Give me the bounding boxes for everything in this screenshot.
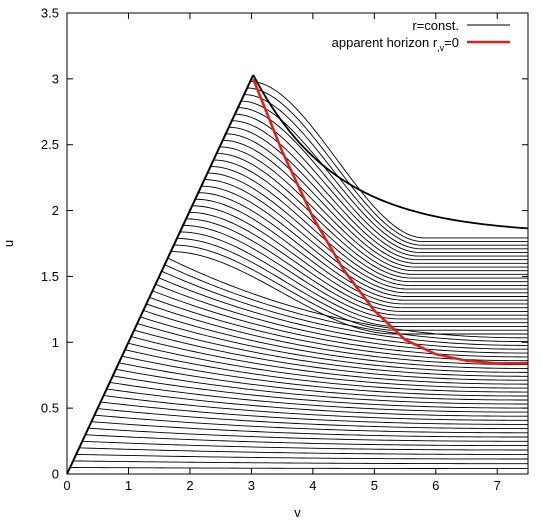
y-tick-label: 1.5 bbox=[41, 269, 59, 284]
r-const-curve bbox=[204, 179, 528, 294]
r-const-curve bbox=[183, 224, 528, 320]
x-tick-label: 2 bbox=[186, 478, 193, 493]
x-tick-label: 1 bbox=[125, 478, 132, 493]
r-const-curve bbox=[207, 172, 528, 290]
r-const-curve bbox=[146, 303, 528, 366]
y-tick-label: 3.5 bbox=[41, 6, 59, 21]
r-const-curve bbox=[137, 323, 529, 377]
r-const-curve bbox=[201, 185, 528, 297]
legend-label-subscript: ,v bbox=[437, 43, 445, 53]
y-tick-label: 1 bbox=[52, 335, 59, 350]
r-const-curve bbox=[155, 283, 529, 354]
r-const-curve bbox=[176, 238, 528, 327]
x-tick-label: 7 bbox=[494, 478, 501, 493]
r-const-curve bbox=[118, 362, 528, 401]
r-const-curve bbox=[189, 211, 528, 312]
r-const-curve bbox=[237, 107, 528, 253]
r-const-curve bbox=[164, 264, 528, 343]
legend-label-main: apparent horizon r bbox=[332, 35, 438, 50]
r-const-curve bbox=[115, 368, 529, 405]
y-tick-label: 2.5 bbox=[41, 137, 59, 152]
r-const-curve bbox=[241, 100, 528, 250]
r-const-curve bbox=[186, 218, 528, 316]
r-const-curve bbox=[121, 355, 529, 397]
legend-label-tail: =0 bbox=[444, 35, 459, 50]
r-const-curve bbox=[88, 427, 528, 442]
r-const-curve bbox=[250, 81, 528, 239]
boundary-lines bbox=[66, 74, 529, 475]
r-const-curve bbox=[161, 270, 529, 346]
legend-label-apparent-horizon: apparent horizon r,v=0 bbox=[332, 35, 459, 53]
legend: r=const. apparent horizon r,v=0 bbox=[332, 18, 510, 53]
r-const-curve bbox=[140, 316, 529, 373]
r-const-curve bbox=[231, 120, 528, 261]
r-const-curve bbox=[76, 453, 528, 460]
r-const-curve bbox=[109, 381, 529, 413]
r-const-curve bbox=[192, 205, 528, 309]
r-const-curve bbox=[219, 146, 528, 275]
r-const-curve bbox=[234, 113, 528, 257]
y-axis-title: u bbox=[1, 240, 16, 247]
r-const-curve bbox=[173, 244, 528, 331]
y-tick-label: 0.5 bbox=[41, 401, 59, 416]
r-const-curve bbox=[79, 447, 528, 455]
r-const-curve bbox=[91, 421, 528, 438]
r-const-curve bbox=[124, 349, 528, 393]
r-const-curve bbox=[131, 336, 528, 385]
r-const-curve bbox=[228, 126, 528, 264]
r-const-curve bbox=[70, 467, 528, 469]
r-const-curve bbox=[73, 460, 528, 465]
apparent-horizon-curve bbox=[252, 78, 528, 365]
r-const-curve bbox=[85, 434, 528, 447]
r-const-curve bbox=[127, 342, 528, 389]
r-const-curve bbox=[222, 139, 528, 272]
r-const-curve bbox=[112, 375, 528, 409]
r-const-curve bbox=[100, 401, 528, 425]
r-const-curve bbox=[103, 395, 528, 421]
r-const-curve bbox=[213, 159, 528, 283]
r-const-curve bbox=[170, 251, 528, 335]
x-tick-label: 4 bbox=[309, 478, 316, 493]
legend-label-r-const: r=const. bbox=[412, 18, 459, 33]
x-tick-label: 3 bbox=[248, 478, 255, 493]
x-axis-title: v bbox=[294, 505, 301, 520]
r-const-curve bbox=[198, 192, 528, 301]
r-const-curve bbox=[152, 290, 528, 358]
axis-ticks: 0 1 2 3 4 5 6 7 0 0.5 1 1.5 2 2.5 3 3.5 bbox=[41, 6, 528, 493]
r-const-curve bbox=[244, 94, 528, 246]
x-tick-label: 6 bbox=[432, 478, 439, 493]
r-const-curve bbox=[134, 329, 528, 381]
x-tick-label: 0 bbox=[63, 478, 70, 493]
u-equals-v-line bbox=[66, 74, 255, 475]
r-const-curve bbox=[94, 414, 528, 434]
y-tick-label: 0 bbox=[52, 467, 59, 482]
y-tick-label: 2 bbox=[52, 203, 59, 218]
r-const-curve bbox=[225, 133, 528, 268]
r-const-curve bbox=[82, 440, 528, 451]
upper-envelope-curve bbox=[252, 74, 529, 230]
r-const-curves bbox=[70, 81, 529, 469]
r-const-curve bbox=[97, 408, 528, 430]
r-const-curve bbox=[158, 277, 529, 350]
r-const-curve bbox=[179, 231, 528, 324]
r-const-curve bbox=[143, 310, 529, 369]
x-tick-label: 5 bbox=[371, 478, 378, 493]
plot-frame bbox=[66, 12, 529, 475]
apparent-horizon-line bbox=[252, 78, 528, 365]
y-tick-label: 3 bbox=[52, 71, 59, 86]
r-const-curve bbox=[216, 152, 528, 279]
r-const-curve bbox=[106, 388, 529, 417]
r-const-curve bbox=[247, 87, 528, 242]
r-const-curve bbox=[210, 166, 528, 286]
